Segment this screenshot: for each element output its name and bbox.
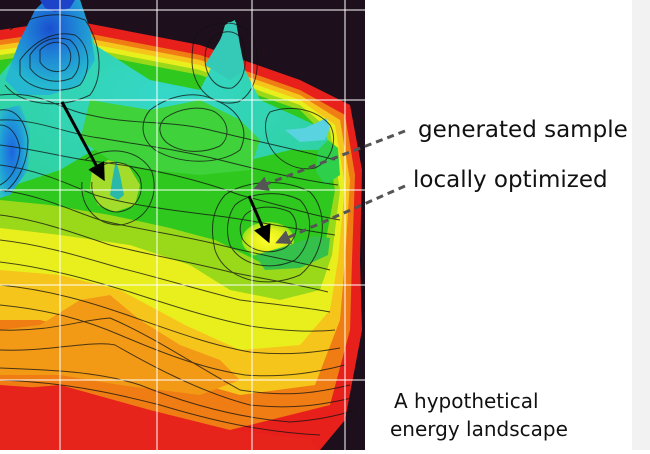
- right-spike: [255, 236, 330, 270]
- caption-line-1: A hypothetical: [394, 389, 539, 413]
- grid-lines: [0, 0, 365, 450]
- cyan-spike-top: [205, 22, 245, 80]
- locally-optimized-label: locally optimized: [413, 167, 608, 193]
- blue-peak-top: [5, 0, 95, 95]
- green-spike-right: [316, 140, 340, 185]
- optimization-arrow-left: [60, 101, 105, 182]
- surface-band-green-mid: [80, 100, 260, 175]
- caption-line-2: energy landscape: [390, 417, 568, 441]
- blue-peak-top-cap: [40, 0, 75, 12]
- cyan-spike-right: [285, 118, 330, 142]
- right-margin-strip: [632, 0, 650, 450]
- contour-lines: [0, 14, 356, 436]
- leader-generated-sample: [253, 129, 406, 191]
- blue-peak-left: [0, 105, 30, 198]
- optimization-arrow-right: [247, 195, 271, 244]
- figure-caption: A hypothetical energy landscape: [390, 387, 568, 443]
- generated-sample-label: generated sample: [418, 117, 628, 143]
- red-band-bottom: [0, 385, 318, 450]
